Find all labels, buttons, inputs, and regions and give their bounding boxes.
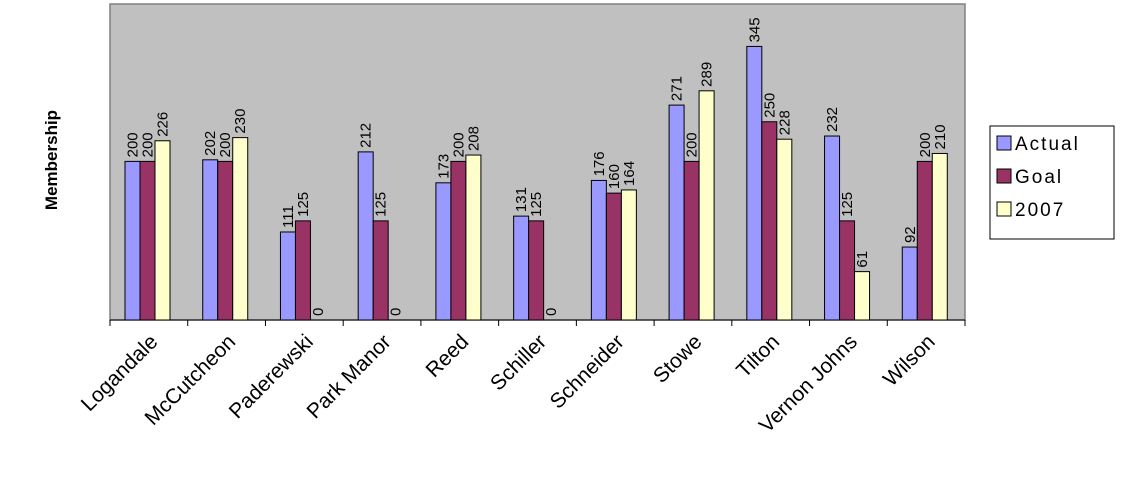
data-label-goal: 200 <box>217 132 234 157</box>
data-label-actual: 212 <box>358 123 375 148</box>
bar-2007 <box>698 90 715 321</box>
bar-actual <box>357 151 374 321</box>
bar-actual <box>202 159 219 321</box>
data-label-goal: 125 <box>839 192 856 217</box>
data-label-2007: 0 <box>388 308 405 316</box>
data-label-goal: 125 <box>528 192 545 217</box>
legend: Actual Goal 2007 <box>989 125 1115 240</box>
data-label-goal: 200 <box>140 132 157 157</box>
bar-actual <box>590 179 607 321</box>
data-label-actual: 92 <box>902 226 919 243</box>
bar-2007 <box>854 271 871 321</box>
data-label-actual: 345 <box>746 17 763 42</box>
bar-goal <box>450 160 467 321</box>
bar-2007 <box>154 140 171 321</box>
bar-goal <box>528 220 545 321</box>
bar-goal <box>372 220 389 321</box>
bar-actual <box>279 231 296 321</box>
legend-label-goal: Goal <box>1015 167 1063 188</box>
y-axis-title: Membership <box>42 110 61 210</box>
bar-goal <box>294 220 311 321</box>
data-label-actual: 176 <box>591 151 608 176</box>
bar-actual <box>435 182 452 321</box>
legend-label-actual: Actual <box>1015 134 1080 155</box>
x-tick-label: Logandale <box>77 330 163 416</box>
data-label-2007: 208 <box>465 126 482 151</box>
legend-swatch-actual <box>996 135 1012 151</box>
data-label-2007: 226 <box>155 112 172 137</box>
data-label-2007: 230 <box>232 109 249 134</box>
x-axis-ticks <box>109 320 966 326</box>
bar-actual <box>124 160 141 321</box>
legend-swatch-goal <box>996 168 1012 184</box>
data-label-2007: 61 <box>854 251 871 268</box>
x-tick-label: Stowe <box>649 330 707 388</box>
x-tick-label: Schneider <box>546 330 629 413</box>
data-label-2007: 164 <box>621 161 638 186</box>
legend-label-2007: 2007 <box>1015 200 1065 221</box>
x-tick-label: Reed <box>422 330 474 382</box>
bar-actual <box>668 104 685 321</box>
bar-goal <box>605 192 622 321</box>
data-label-actual: 202 <box>202 131 219 156</box>
data-label-2007: 0 <box>543 308 560 316</box>
bar-2007 <box>620 189 637 321</box>
data-labels-group: 2002002262022002301111250212125017320020… <box>125 17 949 316</box>
data-label-2007: 210 <box>932 124 949 149</box>
data-label-actual: 111 <box>280 205 297 228</box>
data-label-actual: 232 <box>824 107 841 132</box>
bar-actual <box>901 246 918 321</box>
bar-actual <box>824 135 841 321</box>
bar-2007 <box>931 152 948 321</box>
data-label-goal: 160 <box>606 164 623 189</box>
legend-swatch-2007 <box>996 201 1012 217</box>
bar-2007 <box>232 137 249 321</box>
data-label-goal: 200 <box>917 132 934 157</box>
data-label-actual: 200 <box>125 132 142 157</box>
data-label-actual: 131 <box>513 187 530 212</box>
bar-goal <box>683 160 700 321</box>
data-label-goal: 200 <box>684 132 701 157</box>
data-label-actual: 271 <box>669 76 686 101</box>
bar-goal <box>761 121 778 321</box>
bar-goal <box>839 220 856 321</box>
bar-2007 <box>776 138 793 321</box>
x-tick-label: Wilson <box>879 330 940 391</box>
bar-goal <box>217 160 234 321</box>
bar-actual <box>746 45 763 321</box>
x-tick-label: Schiller <box>486 330 551 395</box>
bar-actual <box>513 215 530 321</box>
data-label-2007: 0 <box>310 308 327 316</box>
data-label-goal: 250 <box>761 93 778 118</box>
x-tick-label: Park Manor <box>303 330 396 423</box>
data-label-2007: 289 <box>699 62 716 87</box>
data-label-goal: 125 <box>295 192 312 217</box>
data-label-actual: 173 <box>435 154 452 179</box>
bar-goal <box>139 160 156 321</box>
x-tick-label: Tilton <box>732 330 784 382</box>
bar-2007 <box>465 154 482 321</box>
data-label-goal: 125 <box>373 192 390 217</box>
data-label-goal: 200 <box>450 132 467 157</box>
data-label-2007: 228 <box>776 110 793 135</box>
bar-goal <box>916 160 933 321</box>
bars-group <box>124 45 948 321</box>
